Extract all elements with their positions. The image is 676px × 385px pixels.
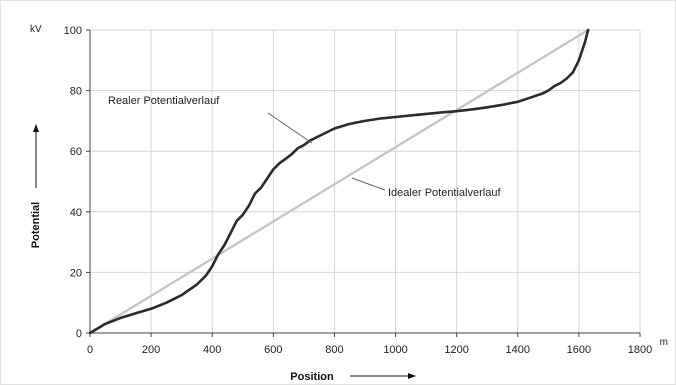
x-tick-label-1200: 1200 [444, 344, 468, 356]
axes-layer [86, 29, 641, 337]
x-tick-label-400: 400 [203, 344, 221, 356]
x-tick-label-1000: 1000 [383, 344, 407, 356]
x-axis-title-arrowhead [408, 373, 416, 379]
y-tick-label-20: 20 [70, 267, 82, 279]
x-tick-label-1800: 1800 [628, 344, 652, 356]
x-tick-label-800: 800 [325, 344, 343, 356]
y-axis-title: Potential [30, 202, 42, 248]
y-tick-label-40: 40 [70, 207, 82, 219]
annotation-ideal-curve: Idealer Potentialverlauf [388, 187, 501, 199]
series-layer [88, 28, 590, 335]
series-line-real [88, 28, 590, 335]
x-tick-label-1400: 1400 [506, 344, 530, 356]
annotation-ideal-leader [351, 177, 386, 191]
y-tick-label-100: 100 [64, 25, 82, 37]
x-tick-label-0: 0 [87, 344, 93, 356]
x-unit-label: m [660, 337, 668, 348]
series-line-ideal [88, 28, 590, 335]
y-tick-label-80: 80 [70, 86, 82, 98]
y-tick-label-0: 0 [76, 328, 82, 340]
x-tick-label-1600: 1600 [567, 344, 591, 356]
x-tick-label-200: 200 [142, 344, 160, 356]
grid-layer [90, 29, 641, 333]
annotation-real-curve: Realer Potentialverlauf [108, 95, 220, 107]
x-axis-title: Position [290, 371, 334, 383]
y-tick-label-60: 60 [70, 146, 82, 158]
annotation-real-leader [267, 112, 313, 144]
label-layer: 0 200 400 600 800 1000 1200 1400 1600 1800 0 20 40 60… [64, 25, 653, 356]
y-unit-label: kV [30, 24, 42, 35]
x-tick-label-600: 600 [264, 344, 282, 356]
y-axis-title-arrowhead [33, 124, 39, 132]
